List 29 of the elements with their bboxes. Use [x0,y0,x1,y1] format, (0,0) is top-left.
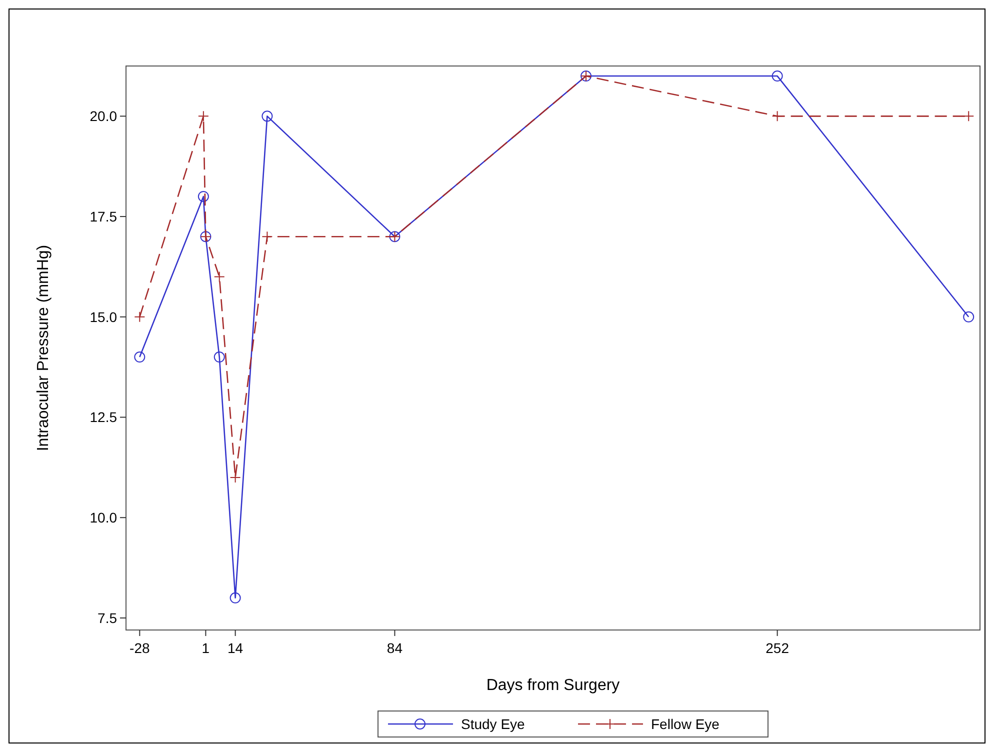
y-tick-label: 12.5 [90,409,118,426]
point [963,110,974,122]
x-tick-label: 84 [386,640,403,656]
x-tick-label: 252 [766,640,790,656]
point [262,231,273,242]
point [214,271,225,282]
y-axis-title: Intraocular Pressure (mmHg) [35,244,52,452]
y-tick-label: 7.5 [98,610,118,626]
x-tick-label: -28 [130,640,150,656]
legend-label: Study Eye [461,716,526,732]
point [262,110,273,122]
point [134,311,146,322]
point [198,190,209,202]
point [198,110,209,122]
y-tick-label: 15.0 [90,308,118,325]
point [772,70,783,82]
x-tick-label: 14 [228,640,244,656]
x-tick-label: 1 [202,640,210,656]
y-tick-label: 17.5 [90,208,118,224]
y-tick-label: 10.0 [90,510,118,526]
y-tick-label: 20.0 [90,108,118,124]
point [963,311,974,322]
x-axis-title: Days from Surgery [486,677,620,694]
legend-label: Fellow Eye [651,716,720,732]
point [230,472,241,483]
point [134,352,146,363]
point [214,352,225,363]
point [230,592,241,604]
point [772,110,783,122]
